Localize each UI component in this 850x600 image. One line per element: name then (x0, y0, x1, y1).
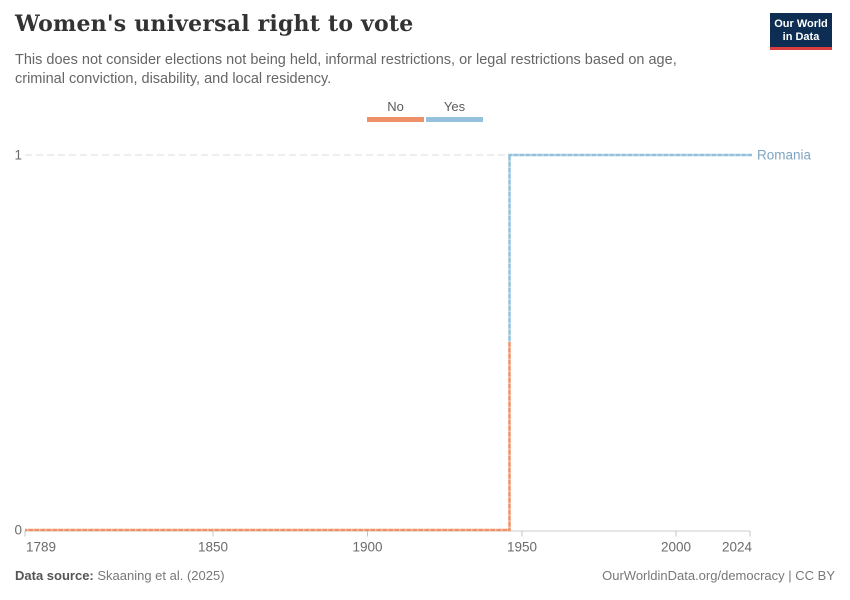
series-label-romania[interactable]: Romania (757, 148, 812, 163)
series-segment-no[interactable] (25, 342, 511, 532)
x-tick-label-1950: 1950 (507, 540, 537, 555)
data-source-value: Skaaning et al. (2025) (93, 568, 225, 583)
x-tick-label-1900: 1900 (352, 540, 382, 555)
chart-subtitle: This does not consider elections not bei… (15, 51, 677, 89)
legend-item-yes[interactable]: Yes (426, 99, 483, 122)
license-credit[interactable]: OurWorldinData.org/democracy | CC BY (602, 568, 835, 583)
series-line-texture (27, 153, 750, 532)
y-tick-label-1: 1 (14, 148, 22, 163)
legend: No Yes (0, 99, 850, 122)
subtitle-line-1: This does not consider elections not bei… (15, 52, 677, 68)
chart-footer: Data source: Skaaning et al. (2025) OurW… (15, 568, 835, 583)
legend-label-no: No (387, 99, 404, 114)
legend-label-yes: Yes (443, 99, 466, 114)
legend-item-no[interactable]: No (367, 99, 424, 122)
y-tick-label-0: 0 (14, 523, 22, 538)
legend-swatch-no (367, 117, 424, 122)
x-tick-label-1789: 1789 (26, 540, 56, 555)
x-axis-ticks (24, 531, 751, 537)
data-source: Data source: Skaaning et al. (2025) (15, 568, 225, 583)
subtitle-line-2: criminal conviction, disability, and loc… (15, 71, 332, 87)
data-source-label: Data source: (15, 568, 94, 583)
x-tick-label-2024: 2024 (722, 540, 753, 555)
logo-line-1: Our World (774, 18, 828, 30)
logo-line-2: in Data (782, 31, 820, 43)
x-tick-label-1850: 1850 (198, 540, 228, 555)
series-segment-yes[interactable] (508, 153, 753, 342)
owid-logo[interactable]: Our World in Data (770, 13, 832, 50)
legend-swatch-yes (426, 117, 483, 122)
page-title: Women's universal right to vote (15, 11, 414, 37)
x-tick-label-2000: 2000 (661, 540, 691, 555)
